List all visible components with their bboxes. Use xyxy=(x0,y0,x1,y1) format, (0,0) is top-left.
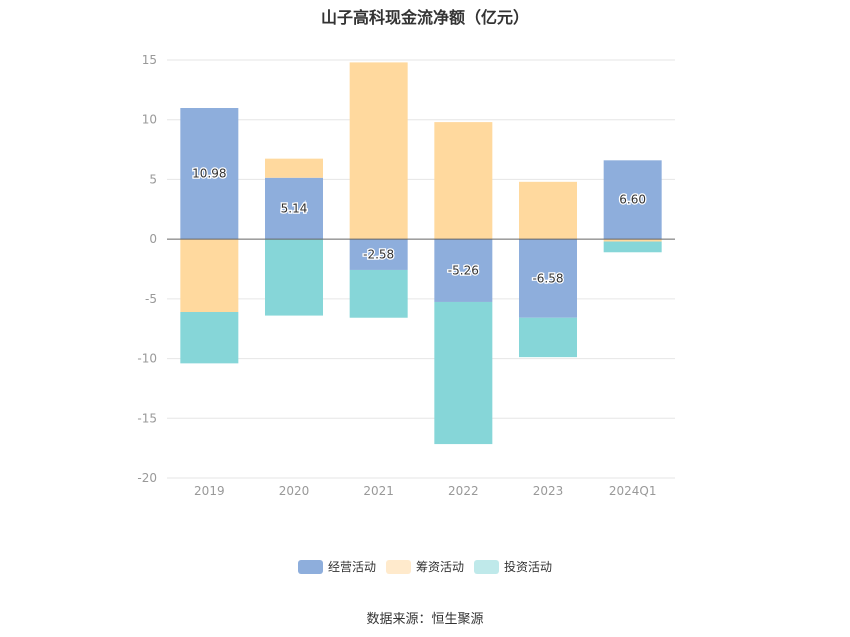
data-label: 10.98 xyxy=(192,167,226,181)
legend-label: 筹资活动 xyxy=(416,560,464,574)
bar-1 xyxy=(434,239,493,302)
y-tick-label: 10 xyxy=(142,113,157,127)
grid-lines xyxy=(167,59,675,479)
y-tick-label: 5 xyxy=(149,172,157,186)
y-tick-label: -15 xyxy=(137,411,157,425)
x-tick-label: 2019 xyxy=(194,484,225,498)
legend-swatch xyxy=(298,560,323,574)
bar-2 xyxy=(519,181,577,240)
x-tick-label: 2024Q1 xyxy=(609,484,657,498)
data-label: -2.58 xyxy=(363,248,394,262)
legend-swatch xyxy=(386,560,411,574)
y-tick-label: -5 xyxy=(145,292,157,306)
data-label: -5.26 xyxy=(448,264,479,278)
legend-label: 经营活动 xyxy=(328,560,376,574)
bar-2 xyxy=(180,239,239,312)
legend-label: 投资活动 xyxy=(504,559,552,574)
chart-title: 山子高科现金流净额（亿元） xyxy=(320,8,529,27)
bar-3 xyxy=(180,311,239,364)
bar-2 xyxy=(265,158,323,178)
legend-swatch xyxy=(474,560,499,574)
bar-2 xyxy=(434,122,493,240)
data-label: 5.14 xyxy=(281,201,308,215)
x-tick-label: 2022 xyxy=(448,484,479,498)
source-note: 数据来源：恒生聚源 xyxy=(366,612,484,627)
y-axis-ticks: 15 10 5 0 -5 -10 -15 -20 xyxy=(137,53,157,485)
bar-2 xyxy=(349,62,408,240)
x-tick-label: 2021 xyxy=(363,484,394,498)
data-label: 6.60 xyxy=(619,193,646,207)
bar-2 xyxy=(603,239,662,242)
bar-1 xyxy=(519,239,577,318)
data-label: -6.58 xyxy=(532,271,563,285)
bars xyxy=(180,62,662,445)
bar-3 xyxy=(519,317,577,358)
y-tick-label: 15 xyxy=(142,53,157,67)
y-tick-label: 0 xyxy=(149,232,157,246)
bar-1 xyxy=(180,108,239,240)
y-tick-label: -10 xyxy=(137,352,157,366)
bar-3 xyxy=(265,239,323,316)
y-tick-label: -20 xyxy=(137,471,157,485)
bar-3 xyxy=(434,301,493,445)
bar-1 xyxy=(349,239,408,270)
bar-1 xyxy=(603,160,662,240)
x-axis-ticks: 2019 2020 2021 2022 2023 2024Q1 xyxy=(194,484,656,498)
bar-3 xyxy=(603,241,662,253)
bar-1 xyxy=(265,177,323,240)
data-labels: 10.98 5.14 -2.58 -5.26 -6.58 6.60 xyxy=(191,165,647,286)
legend: 经营活动 筹资活动 投资活动 xyxy=(298,559,552,574)
bar-3 xyxy=(349,269,408,318)
x-tick-label: 2023 xyxy=(533,484,564,498)
x-tick-label: 2020 xyxy=(279,484,310,498)
